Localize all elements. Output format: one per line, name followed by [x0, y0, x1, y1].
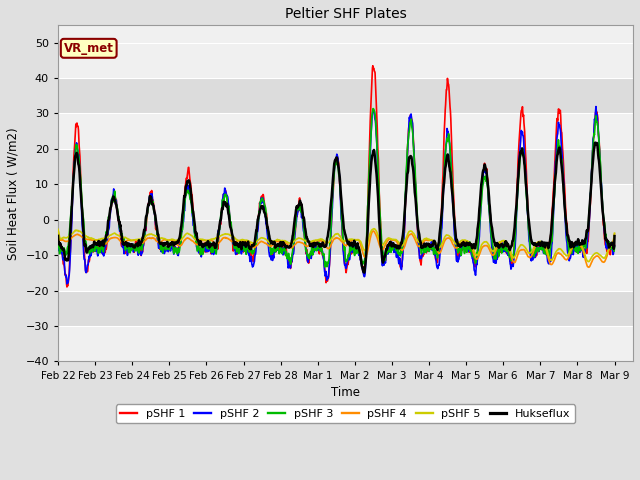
Bar — [58, 113, 633, 149]
Bar — [58, 43, 633, 78]
Bar — [58, 78, 633, 113]
Legend: pSHF 1, pSHF 2, pSHF 3, pSHF 4, pSHF 5, Hukseflux: pSHF 1, pSHF 2, pSHF 3, pSHF 4, pSHF 5, … — [116, 404, 575, 423]
Bar — [58, 255, 633, 290]
Y-axis label: Soil Heat Flux ( W/m2): Soil Heat Flux ( W/m2) — [7, 127, 20, 260]
Bar — [58, 149, 633, 184]
Text: VR_met: VR_met — [64, 42, 114, 55]
X-axis label: Time: Time — [331, 386, 360, 399]
Bar — [58, 290, 633, 326]
Title: Peltier SHF Plates: Peltier SHF Plates — [285, 7, 406, 21]
Bar — [58, 184, 633, 220]
Bar — [58, 326, 633, 361]
Bar — [58, 220, 633, 255]
